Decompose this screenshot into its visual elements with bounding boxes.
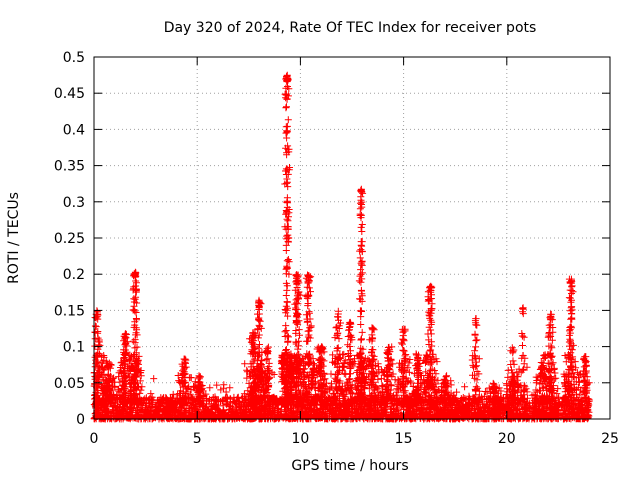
chart-title: Day 320 of 2024, Rate Of TEC Index for r… <box>164 20 537 36</box>
x-tick-label: 15 <box>395 431 413 447</box>
axis-ticks: 0 0.05 0.1 0.15 0.2 0.25 0.3 0.35 0.4 0.45 0.5 0 5 10… <box>54 50 619 447</box>
y-tick-label: 0.25 <box>54 231 85 247</box>
y-tick-label: 0.1 <box>63 340 85 356</box>
y-tick-label: 0.35 <box>54 159 85 175</box>
x-tick-label: 10 <box>291 431 309 447</box>
x-axis-title: GPS time / hours <box>291 458 408 474</box>
y-tick-label: 0.3 <box>63 195 85 211</box>
x-tick-label: 25 <box>601 431 619 447</box>
x-tick-label: 0 <box>90 431 99 447</box>
y-tick-label: 0.2 <box>63 267 85 283</box>
y-tick-label: 0.05 <box>54 376 85 392</box>
y-tick-label: 0 <box>76 412 85 428</box>
y-tick-label: 0.45 <box>54 86 85 102</box>
x-tick-label: 5 <box>193 431 202 447</box>
x-tick-label: 20 <box>498 431 516 447</box>
y-tick-label: 0.4 <box>63 122 85 138</box>
y-axis-title: ROTI / TECUs <box>6 192 22 284</box>
grid-lines <box>94 57 610 419</box>
y-tick-label: 0.5 <box>63 50 85 66</box>
y-tick-label: 0.15 <box>54 303 85 319</box>
